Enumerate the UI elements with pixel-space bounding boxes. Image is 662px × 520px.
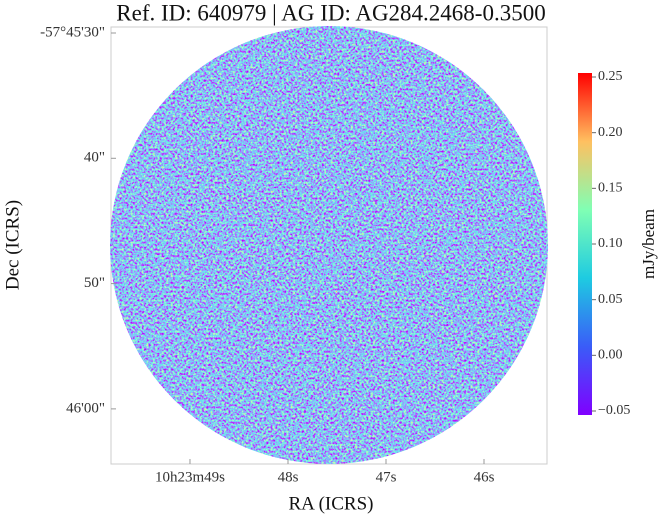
image xyxy=(110,26,548,464)
colorbar-tick-label: −0.05 xyxy=(598,403,630,418)
x-tick-label: 46s xyxy=(474,469,495,485)
colorbar-tick-label: 0.25 xyxy=(598,69,623,84)
x-axis-label: RA (ICRS) xyxy=(289,493,374,514)
y-tick-label: 50" xyxy=(84,275,105,291)
y-tick-label: 46'00" xyxy=(66,400,105,416)
colorbar-label: mJy/beam xyxy=(639,209,658,279)
y-tick-label: -57°45'30" xyxy=(40,24,105,40)
colorbar-tick-label: 0.00 xyxy=(598,348,623,363)
colorbar-tick-label: 0.15 xyxy=(598,181,623,196)
colorbar-tick-label: 0.05 xyxy=(598,292,623,307)
noise-map xyxy=(110,26,548,464)
x-tick-label: 10h23m49s xyxy=(155,469,225,485)
y-axis-label: Dec (ICRS) xyxy=(2,200,23,290)
x-tick-label: 47s xyxy=(376,469,397,485)
x-tick-label: 48s xyxy=(278,469,299,485)
colorbar-tick-label: 0.10 xyxy=(598,236,623,251)
chart-title: Ref. ID: 640979 | AG ID: AG284.2468-0.35… xyxy=(116,0,545,25)
y-tick-label: 40" xyxy=(84,150,105,166)
colorbar xyxy=(578,73,592,415)
colorbar-tick-label: 0.20 xyxy=(598,125,623,140)
